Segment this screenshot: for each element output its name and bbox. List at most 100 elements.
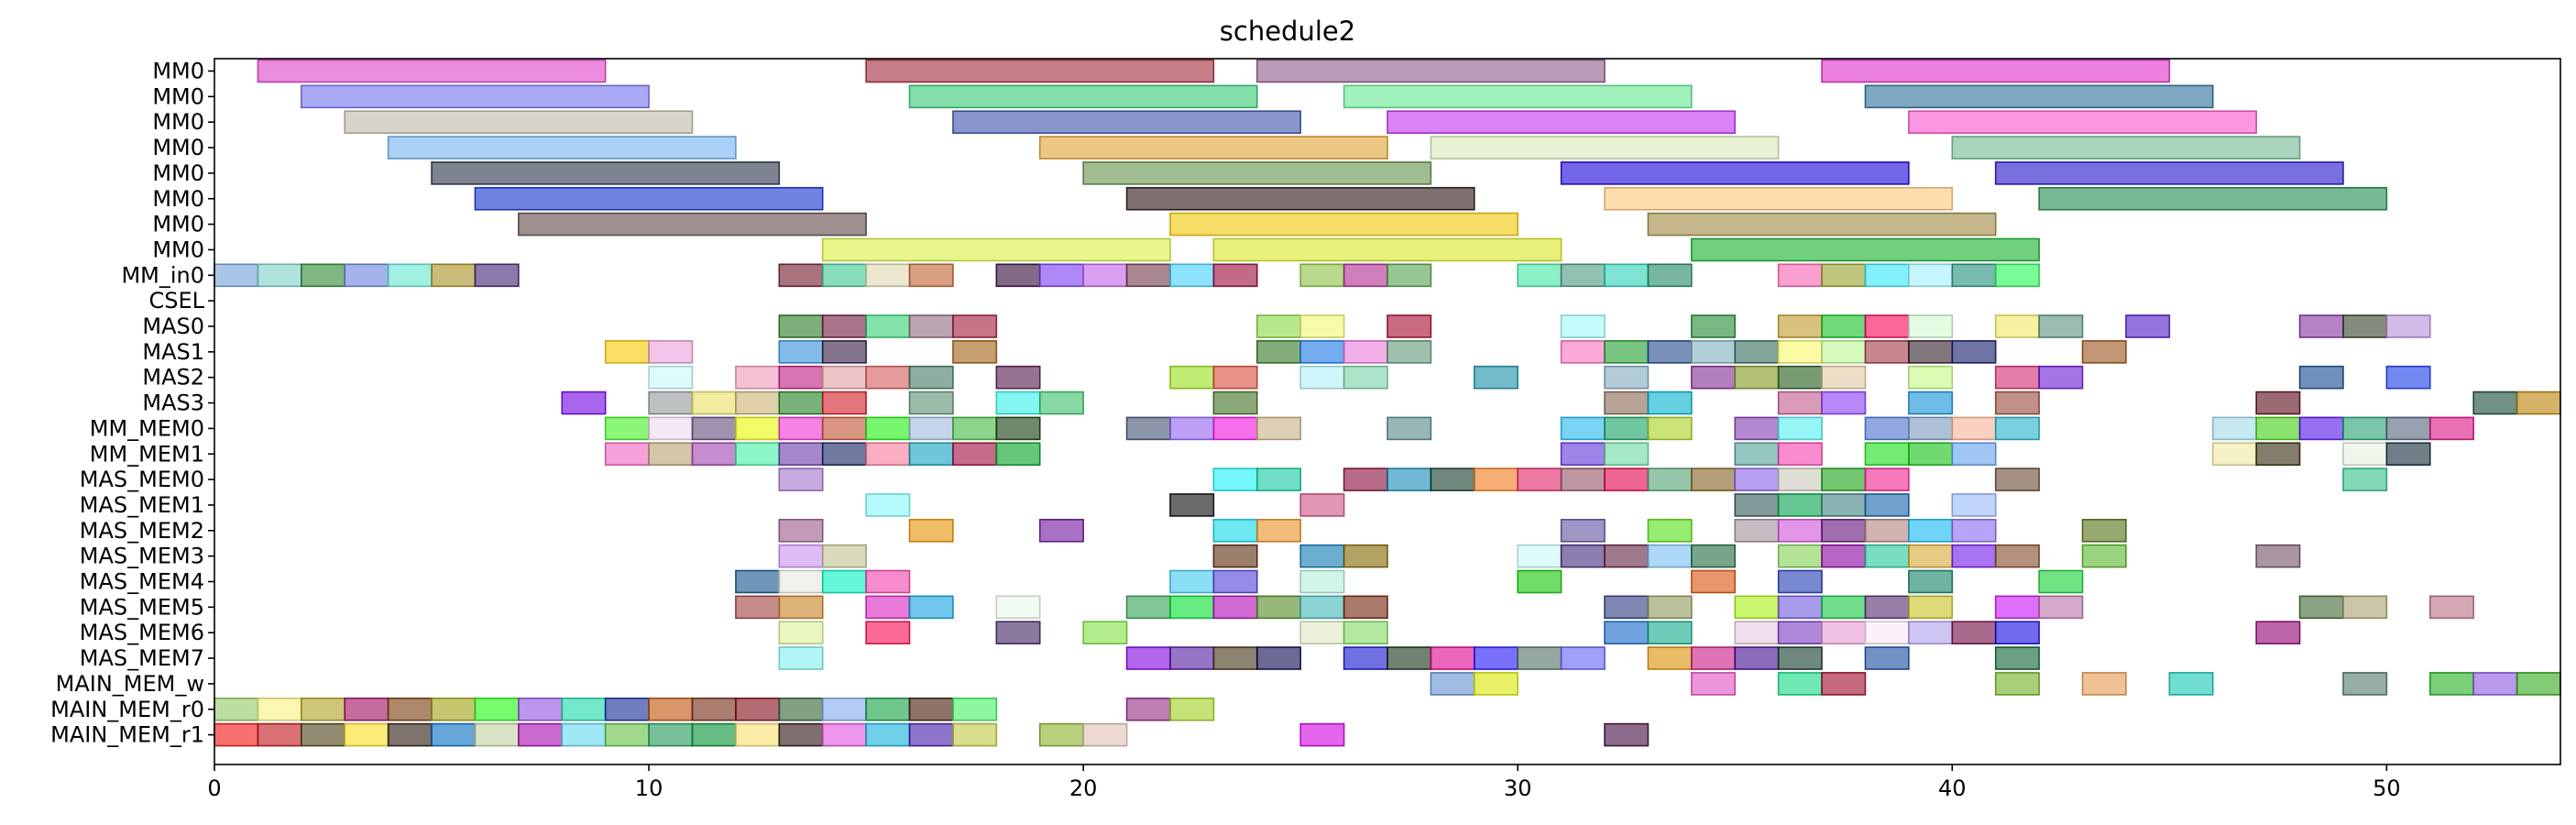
x-tick-label: 10 <box>635 776 663 801</box>
task-bar <box>1864 493 1910 517</box>
task-bar <box>1604 390 1650 415</box>
task-bar <box>1560 340 1606 364</box>
task-bar <box>995 595 1041 620</box>
task-bar <box>778 544 824 568</box>
task-bar <box>1951 263 1997 288</box>
task-bar <box>604 722 650 747</box>
task-bar <box>2385 314 2431 338</box>
task-bar <box>735 722 781 747</box>
task-bar <box>691 697 737 721</box>
task-bar <box>1734 468 1780 491</box>
task-bar <box>1647 468 1693 491</box>
task-bar <box>865 59 1215 83</box>
task-bar <box>1994 468 2040 491</box>
task-bar <box>1994 672 2040 696</box>
task-bar <box>2081 518 2127 543</box>
task-bar <box>865 595 911 620</box>
task-bar <box>865 569 911 594</box>
task-bar <box>1647 340 1693 364</box>
task-bar <box>1560 161 1910 185</box>
task-bar <box>1125 416 1171 441</box>
row-label: MAS_MEM1 <box>80 492 204 518</box>
task-bar <box>1474 672 1519 696</box>
task-bar <box>908 518 954 543</box>
task-bar <box>301 263 346 288</box>
task-bar <box>1864 595 1910 620</box>
task-bar <box>1387 314 1432 338</box>
task-bar <box>1864 621 1910 645</box>
task-bar <box>1647 212 1997 236</box>
task-bar <box>2298 416 2344 441</box>
task-bar <box>1604 263 1650 288</box>
row-label: MM_in0 <box>121 262 204 288</box>
task-bar <box>1125 263 1171 288</box>
task-bar <box>2038 569 2084 594</box>
task-bar <box>952 340 998 364</box>
task-bar <box>1255 595 1301 620</box>
task-bar <box>1343 340 1388 364</box>
task-bar <box>1604 340 1650 364</box>
task-bar <box>1430 468 1475 491</box>
task-bar <box>1299 263 1345 288</box>
task-bar <box>1994 646 2040 670</box>
task-bar <box>908 722 954 747</box>
task-bar <box>1777 340 1823 364</box>
task-bar <box>865 722 911 747</box>
task-bar <box>821 263 867 288</box>
task-bar <box>604 416 650 441</box>
row-label: MM0 <box>152 186 204 212</box>
task-bar <box>1691 569 1737 594</box>
task-bar <box>1038 263 1084 288</box>
task-bar <box>1951 518 1997 543</box>
task-bar <box>1517 544 1562 568</box>
task-bar <box>1299 569 1345 594</box>
row-label: MAS_MEM6 <box>80 620 204 645</box>
task-bar <box>778 697 824 721</box>
task-bar <box>1343 621 1388 645</box>
task-bar <box>1474 468 1519 491</box>
task-bar <box>1777 365 1823 390</box>
task-bar <box>1864 646 1910 670</box>
task-bar <box>2428 595 2474 620</box>
task-bar <box>908 416 954 441</box>
row-label: MM0 <box>152 212 204 237</box>
chart-title: schedule2 <box>1220 16 1355 47</box>
task-bar <box>952 697 998 721</box>
task-bar <box>2211 416 2257 441</box>
task-bar <box>1125 595 1171 620</box>
task-bar <box>1604 621 1650 645</box>
task-bar <box>2342 595 2388 620</box>
task-bar <box>1604 365 1650 390</box>
task-bar <box>2168 672 2214 696</box>
task-bar <box>2038 186 2388 211</box>
task-bar <box>1908 263 1954 288</box>
row-label: MM0 <box>152 83 204 109</box>
task-bar <box>1038 390 1084 415</box>
task-bar <box>691 722 737 747</box>
task-bar <box>865 416 911 441</box>
task-bar <box>1169 416 1215 441</box>
task-bar <box>778 340 824 364</box>
task-bar <box>1299 544 1345 568</box>
task-bar <box>735 390 781 415</box>
task-bar <box>1387 110 1737 134</box>
task-bar <box>1691 468 1737 491</box>
task-bar <box>1864 263 1910 288</box>
task-bar <box>1517 468 1562 491</box>
task-bar <box>735 595 781 620</box>
task-bar <box>1604 595 1650 620</box>
x-tick-label: 50 <box>2373 776 2401 801</box>
task-bar <box>1517 646 1562 670</box>
task-bar <box>1734 493 1780 517</box>
task-bar <box>431 161 781 185</box>
task-bar <box>1691 672 1737 696</box>
task-bar <box>1864 416 1910 441</box>
task-bar <box>1734 595 1780 620</box>
task-bar <box>1647 390 1693 415</box>
task-bar <box>1604 468 1650 491</box>
task-bar <box>2038 365 2084 390</box>
task-bar <box>344 110 694 134</box>
task-bar <box>821 340 867 364</box>
task-bar <box>1343 646 1388 670</box>
task-bar <box>1604 186 1954 211</box>
